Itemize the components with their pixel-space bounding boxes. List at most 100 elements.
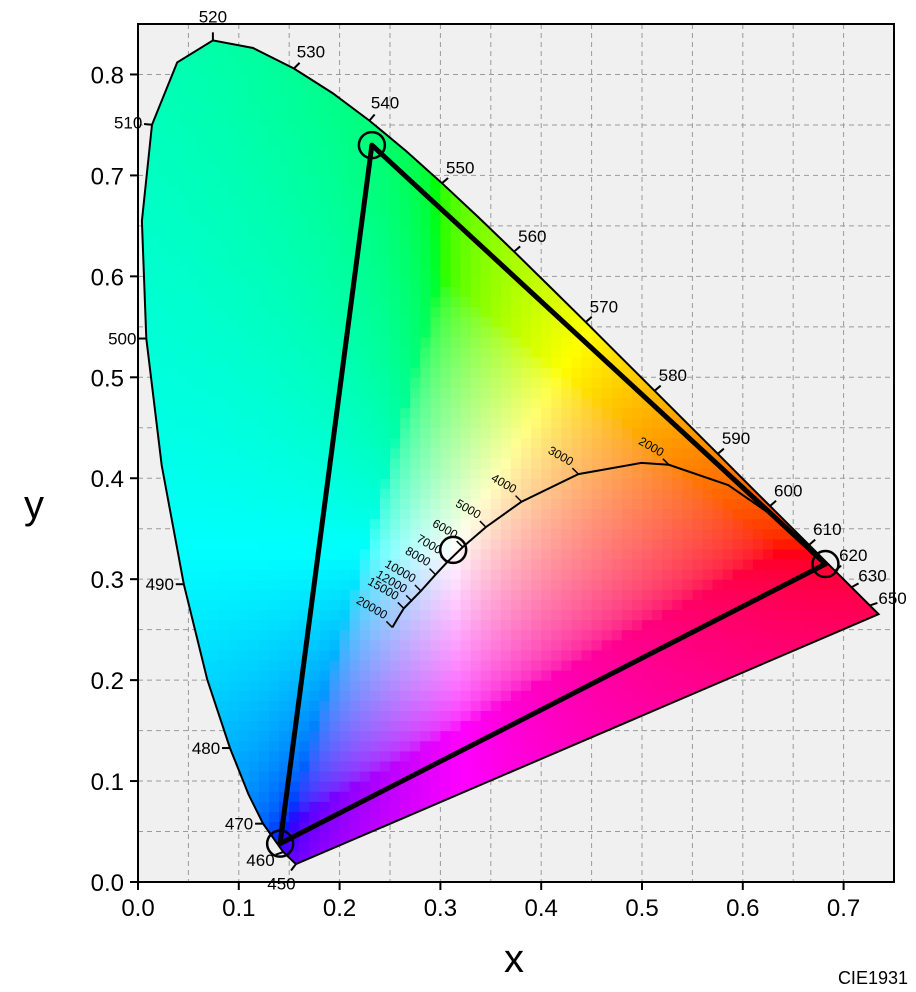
chromaticity-cell bbox=[148, 266, 159, 277]
chromaticity-cell bbox=[228, 468, 240, 479]
chromaticity-cell bbox=[420, 538, 431, 550]
chromaticity-cell bbox=[359, 558, 371, 570]
chromaticity-cell bbox=[510, 710, 522, 722]
chromaticity-cell bbox=[591, 609, 603, 621]
chromaticity-cell bbox=[188, 377, 200, 388]
chromaticity-cell bbox=[460, 458, 472, 469]
chromaticity-cell bbox=[188, 114, 200, 126]
chromaticity-cell bbox=[430, 629, 441, 641]
chromaticity-cell bbox=[299, 619, 310, 631]
chromaticity-cell bbox=[188, 246, 200, 257]
chromaticity-cell bbox=[450, 508, 462, 520]
chromaticity-cell bbox=[269, 185, 280, 197]
chromaticity-cell bbox=[289, 377, 300, 388]
chromaticity-cell bbox=[430, 225, 441, 237]
chromaticity-cell bbox=[369, 367, 381, 378]
chromaticity-cell bbox=[198, 498, 210, 510]
chromaticity-cell bbox=[652, 417, 663, 429]
chromaticity-cell bbox=[158, 296, 169, 308]
chromaticity-cell bbox=[329, 781, 341, 792]
chromaticity-cell bbox=[158, 155, 169, 166]
chromaticity-cell bbox=[319, 387, 331, 399]
chromaticity-cell bbox=[218, 397, 230, 409]
chromaticity-cell bbox=[319, 720, 331, 732]
chromaticity-cell bbox=[359, 750, 371, 762]
chromaticity-cell bbox=[369, 427, 381, 439]
chromaticity-cell bbox=[319, 579, 331, 590]
chromaticity-cell bbox=[642, 407, 653, 419]
chromaticity-cell bbox=[621, 528, 633, 540]
chromaticity-cell bbox=[702, 589, 714, 600]
chromaticity-cell bbox=[158, 336, 169, 348]
chromaticity-cell bbox=[379, 659, 391, 671]
chromaticity-cell bbox=[531, 468, 542, 479]
chromaticity-cell bbox=[521, 316, 532, 328]
chromaticity-cell bbox=[299, 468, 310, 479]
chromaticity-cell bbox=[531, 316, 542, 328]
chromaticity-cell bbox=[329, 498, 341, 510]
chromaticity-cell bbox=[722, 599, 734, 611]
chromaticity-cell bbox=[611, 417, 623, 429]
chromaticity-cell bbox=[279, 407, 290, 419]
chromaticity-cell bbox=[148, 296, 159, 308]
chromaticity-cell bbox=[238, 558, 250, 570]
chromaticity-cell bbox=[258, 104, 270, 116]
chromaticity-cell bbox=[309, 791, 321, 802]
chromaticity-cell bbox=[178, 54, 189, 65]
chromaticity-cell bbox=[581, 548, 593, 560]
chromaticity-cell bbox=[420, 195, 431, 207]
chromaticity-cell bbox=[279, 266, 290, 277]
chromaticity-cell bbox=[188, 256, 200, 267]
chromaticity-cell bbox=[238, 54, 250, 65]
chromaticity-cell bbox=[158, 417, 169, 429]
chromaticity-cell bbox=[299, 720, 310, 732]
chromaticity-cell bbox=[510, 619, 522, 631]
chromaticity-cell bbox=[621, 367, 633, 378]
chromaticity-cell bbox=[652, 589, 663, 600]
chromaticity-cell bbox=[339, 518, 351, 530]
chromaticity-cell bbox=[571, 518, 583, 530]
chromaticity-cell bbox=[591, 427, 603, 439]
chromaticity-cell bbox=[470, 609, 482, 621]
chromaticity-cell bbox=[420, 690, 431, 701]
chromaticity-cell bbox=[198, 266, 210, 277]
chromaticity-cell bbox=[258, 185, 270, 197]
chromaticity-cell bbox=[420, 256, 431, 267]
chromaticity-cell bbox=[218, 498, 230, 510]
chromaticity-cell bbox=[188, 579, 200, 590]
chromaticity-cell bbox=[621, 538, 633, 550]
chromaticity-cell bbox=[309, 811, 321, 823]
chromaticity-cell bbox=[682, 498, 693, 510]
chromaticity-cell bbox=[662, 528, 673, 540]
chromaticity-cell bbox=[178, 205, 189, 217]
chromaticity-cell bbox=[218, 437, 230, 449]
chromaticity-cell bbox=[258, 74, 270, 86]
chromaticity-cell bbox=[218, 145, 230, 156]
chromaticity-cell bbox=[148, 195, 159, 207]
chromaticity-cell bbox=[299, 589, 310, 600]
chromaticity-cell bbox=[228, 336, 240, 348]
chromaticity-cell bbox=[490, 740, 502, 752]
chromaticity-cell bbox=[289, 347, 300, 358]
chromaticity-cell bbox=[158, 377, 169, 388]
chromaticity-cell bbox=[611, 629, 623, 641]
chromaticity-cell bbox=[269, 589, 280, 600]
chromaticity-cell bbox=[510, 629, 522, 641]
chromaticity-cell bbox=[621, 498, 633, 510]
chromaticity-cell bbox=[158, 215, 169, 227]
chromaticity-cell bbox=[601, 508, 613, 520]
chromaticity-cell bbox=[188, 135, 200, 146]
chromaticity-cell bbox=[510, 508, 522, 520]
chromaticity-cell bbox=[440, 377, 452, 388]
chromaticity-cell bbox=[500, 407, 512, 419]
chromaticity-cell bbox=[390, 397, 401, 409]
chromaticity-cell bbox=[551, 700, 562, 711]
chromaticity-cell bbox=[339, 377, 351, 388]
chromaticity-cell bbox=[369, 215, 381, 227]
chromaticity-cell bbox=[319, 680, 331, 691]
chromaticity-cell bbox=[561, 710, 573, 722]
chromaticity-cell bbox=[369, 235, 381, 247]
chromaticity-cell bbox=[258, 336, 270, 348]
chromaticity-cell bbox=[692, 498, 704, 510]
chromaticity-cell bbox=[430, 538, 441, 550]
